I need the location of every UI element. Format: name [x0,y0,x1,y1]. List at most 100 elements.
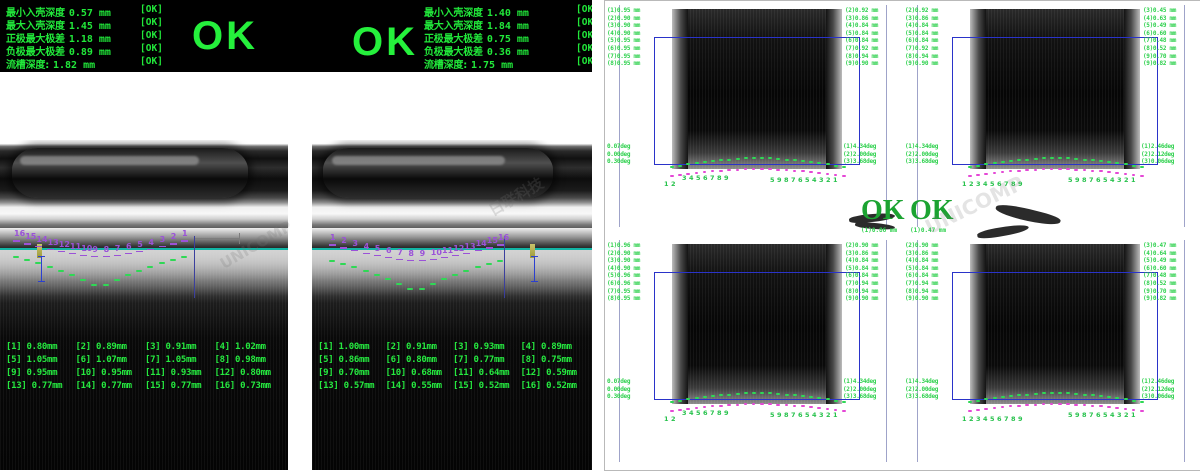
green-dot [1017,394,1022,397]
measurement-item: [4] 1.02mm [214,342,266,352]
magenta-dot [1000,171,1005,174]
green-dot [1123,398,1128,401]
measurement-text: (1)2.46deg [1141,378,1175,385]
green-dot [1090,159,1095,162]
header-stat-row: 流槽深度: 1.82 mm [OK] [6,56,163,71]
green-measure-tick [169,258,176,261]
magenta-dot [1082,169,1087,172]
dot-index-label: 1 [1131,411,1136,419]
measurement-item: [4] 0.89mm [520,342,572,352]
measurement-text: (9)0.90 mm [905,295,939,303]
magenta-dot [735,168,740,171]
header-stat-status: [OK] [140,56,163,67]
cell-edge-right [826,244,842,404]
measurement-text: (3)0.86 mm [905,14,939,22]
green-dot [1041,157,1046,160]
green-dot [1131,164,1136,167]
measurement-item: [5] 0.86mm [318,355,370,365]
header-stat-status: [OK] [140,4,163,15]
measurement-text: (4)0.90 mm [607,29,641,37]
can-top-highlight-b [331,156,506,165]
measurement-text: (3)0.86 mm [905,249,939,257]
measurement-text: (4)0.63 mm [1143,14,1177,22]
quadrant-bottom-right[interactable]: 1 2 3 4 5 6 7 8 9 5 9 8 7 6 5 4 3 2 1 (2)0.90 mm (3)0.86 mm(… [903,236,1200,470]
dot-index-label: 3 [682,409,687,417]
bar-index-label: 1 [182,229,188,238]
green-measure-tick [340,262,347,265]
dot-index-label: 2 [826,176,831,184]
dot-index-label: 8 [1011,180,1016,188]
bar-index-label: 12 [58,239,70,249]
dot-index-label: 7 [1004,415,1009,423]
dot-index-label: 4 [983,180,988,188]
bar-index-label: 15 [486,236,498,246]
measurement-text: (2)2.00deg [905,385,939,393]
xray-view-a[interactable]: 16 15 14 13 12 11 10 9 8 7 6 5 4 3 2 1 [1] 0.80mm [2] 0.… [0,140,288,470]
magenta-dot [825,172,830,175]
bar-index-label: 10 [81,243,93,253]
measurement-item: [5] 1.05mm [6,355,58,365]
magenta-dot [1041,168,1046,171]
header-stat-row: 正极最大极差 1.18 mm [OK] [6,30,163,45]
dot-index-label: 6 [997,180,1002,188]
green-dot [670,401,674,403]
verdict-ok-right: OK [352,20,418,64]
dot-index-label: 9 [1018,180,1023,188]
bar-index-label: 5 [137,239,143,249]
header-stat-value: 1.75 mm [471,60,514,71]
green-measure-tick [102,283,109,286]
quadrant-top-right[interactable]: 1 2 3 4 5 6 7 8 9 5 9 8 7 6 5 4 3 2 1 (2)0.92 mm (3)0.86 mm(… [903,1,1200,236]
index-tick [136,250,144,253]
magenta-dot [817,407,821,410]
magenta-dot [735,403,740,406]
green-dot [710,160,715,163]
measurement-text: (6)0.84 mm [845,272,879,280]
magenta-dot [801,170,805,173]
green-dot [735,157,740,160]
bar-index-label: 11 [442,245,454,255]
dot-index-label: 6 [1096,411,1101,419]
magenta-dot [984,172,988,175]
quadrant-bottom-left[interactable]: 1 2 3 4 5 6 7 8 9 5 9 8 7 6 5 4 3 2 1 (1)0.96 mm (2)0.90 mm(… [605,236,903,470]
cell-edge-right [1124,244,1140,404]
left-measure-column: (1)0.95 mm (2)0.90 mm (3)0.90 mm (4)0.90 mm… [607,7,640,68]
measurement-item: [14] 0.55mm [385,381,443,391]
green-dot [1025,158,1030,161]
dot-index-label: 8 [1082,176,1087,184]
measurement-text: (9)0.90 mm [845,295,879,303]
measurement-text: (5)0.49 mm [1143,257,1177,265]
green-dot [792,159,797,162]
bar-index-label: 3 [159,234,166,244]
header-stat-label: 流槽深度: [6,60,49,71]
measurement-text: (7)0.92 mm [905,44,939,52]
dot-index-label: 7 [710,409,715,417]
index-tick [102,255,110,258]
index-labels-b: 1 2 3 4 5 6 7 8 9 10 11 12 13 14 15 16 [312,232,592,290]
body-gradient-b [312,250,592,296]
bar-index-label: 14 [36,234,48,244]
magenta-dot [968,175,972,177]
quadrant-top-left[interactable]: 1 2 3 4 5 6 7 8 9 5 9 8 7 6 5 4 3 2 1 (1)0.95 mm (2)0.90 mm(… [605,1,903,236]
magenta-dot [825,407,830,410]
magenta-dot [1041,403,1046,406]
dot-index-label: 6 [798,411,803,419]
green-dot [694,162,699,165]
measurement-text: (2)2.12deg [1141,150,1175,158]
can-rim-b [312,228,592,250]
dot-index-label: 1 [664,180,669,188]
header-stat-label: 正极最大极差 [6,34,65,45]
verdict-sub-right: (1)0.47 mm [910,227,947,234]
dot-index-label: 8 [717,409,722,417]
index-tick [113,254,121,257]
green-measure-tick [113,278,120,281]
dot-index-label: 7 [710,174,715,182]
magenta-dot [1017,169,1021,172]
header-stat-row: 负极最大极差 0.89 mm [OK] [6,43,163,58]
green-dot [710,395,715,398]
magenta-dot [992,407,997,410]
green-dot [1033,392,1038,395]
measurement-text: (6)0.96 mm [607,279,641,287]
xray-view-b[interactable]: 1 2 3 4 5 6 7 8 9 10 11 12 13 14 15 16 [1] 1.00mm [2] 0.… [312,140,592,470]
